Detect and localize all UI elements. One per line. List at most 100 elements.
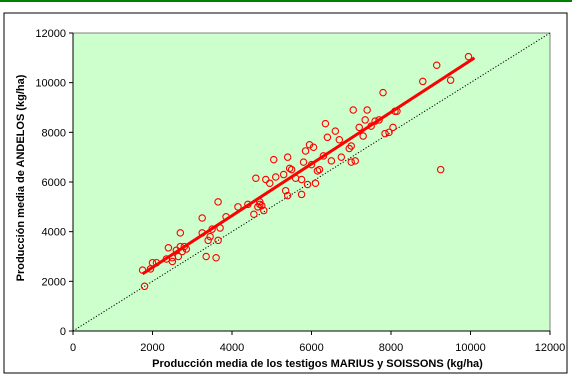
y-tick-label: 4000: [42, 227, 66, 239]
x-tick-label: 4000: [220, 342, 244, 354]
data-point: [347, 158, 355, 166]
data-point: [351, 157, 359, 165]
data-point: [363, 106, 371, 114]
data-point: [140, 282, 149, 291]
data-point: [256, 200, 264, 209]
x-tick-label: 0: [70, 342, 76, 354]
data-point: [307, 160, 316, 169]
data-point: [287, 165, 296, 174]
data-point: [335, 136, 344, 144]
data-point: [283, 191, 292, 200]
data-point: [252, 174, 260, 183]
data-point: [436, 165, 445, 174]
y-axis-title: Producción media de ANDELOS (kg/ha): [15, 74, 27, 281]
data-point: [327, 157, 336, 165]
data-point: [204, 236, 212, 245]
x-axis-ticks: 0 2000 4000 6000 8000 10000 12000: [70, 331, 565, 354]
data-point: [349, 106, 357, 114]
data-point: [371, 117, 379, 125]
data-point: [309, 143, 318, 151]
data-point: [303, 180, 312, 189]
y-tick-label: 10000: [35, 78, 66, 90]
data-point: [174, 252, 183, 261]
y-tick-label: 6000: [42, 177, 66, 189]
data-point: [297, 190, 306, 199]
data-point: [367, 122, 375, 130]
data-point: [305, 141, 314, 149]
reference-line-layer: [72, 32, 551, 332]
data-point: [258, 201, 266, 210]
data-point: [222, 213, 230, 221]
data-point: [379, 88, 387, 97]
data-point: [216, 224, 224, 232]
data-point: [148, 258, 157, 267]
data-point: [244, 200, 252, 209]
data-point: [375, 116, 383, 124]
y-tick-label: 8000: [42, 127, 66, 139]
data-point: [152, 258, 161, 267]
data-point: [359, 132, 367, 140]
x-tick-label: 2000: [140, 342, 164, 354]
data-point: [393, 107, 401, 115]
y-tick-label: 12000: [35, 28, 66, 40]
data-point: [234, 203, 242, 211]
data-point: [419, 77, 427, 86]
data-point: [464, 52, 473, 61]
data-point: [389, 123, 397, 132]
data-point: [271, 173, 280, 181]
data-point: [285, 164, 294, 173]
data-point: [202, 252, 210, 261]
data-point: [361, 116, 369, 124]
data-point: [319, 152, 328, 160]
chart-area-border: [3, 12, 568, 374]
data-point: [269, 155, 278, 164]
x-tick-label: 8000: [379, 342, 403, 354]
data-point: [164, 244, 173, 252]
y-tick-label: 2000: [42, 276, 66, 288]
data-point: [214, 198, 222, 206]
data-point: [198, 214, 206, 222]
data-point: [266, 179, 274, 187]
x-tick-label: 12000: [535, 342, 566, 354]
data-point: [446, 76, 455, 84]
reference-line: [72, 32, 551, 332]
data-point: [206, 232, 214, 241]
data-point: [262, 175, 270, 184]
data-point: [138, 266, 147, 274]
data-point: [283, 153, 292, 161]
data-point: [260, 206, 268, 215]
data-point: [323, 133, 332, 142]
data-point: [256, 198, 264, 206]
x-axis-title: Producción media de los testigos MARIUS …: [152, 358, 483, 370]
data-point: [176, 229, 185, 237]
y-axis-ticks: 0 2000 4000 6000 8000 10000 12000: [35, 28, 73, 338]
data-point: [214, 236, 222, 245]
data-point: [182, 245, 191, 253]
data-point: [381, 129, 389, 138]
data-point: [311, 179, 320, 187]
data-point: [299, 158, 308, 166]
data-point: [337, 153, 346, 161]
data-point: [198, 229, 206, 237]
data-point: [313, 167, 322, 175]
data-point: [212, 253, 220, 262]
data-point: [315, 165, 324, 174]
data-point: [432, 61, 441, 70]
data-point: [178, 247, 187, 256]
data-point: [321, 119, 330, 128]
data-point: [281, 186, 290, 195]
data-point: [355, 123, 363, 132]
data-point: [279, 170, 288, 179]
x-tick-label: 10000: [455, 342, 486, 354]
data-point: [250, 210, 258, 219]
data-point: [301, 147, 310, 155]
y-tick-label: 0: [60, 326, 66, 338]
data-point: [391, 107, 399, 115]
data-point: [297, 175, 306, 184]
data-point: [208, 225, 216, 233]
data-point: [168, 257, 177, 266]
data-point: [347, 142, 355, 150]
data-points: [138, 52, 473, 291]
